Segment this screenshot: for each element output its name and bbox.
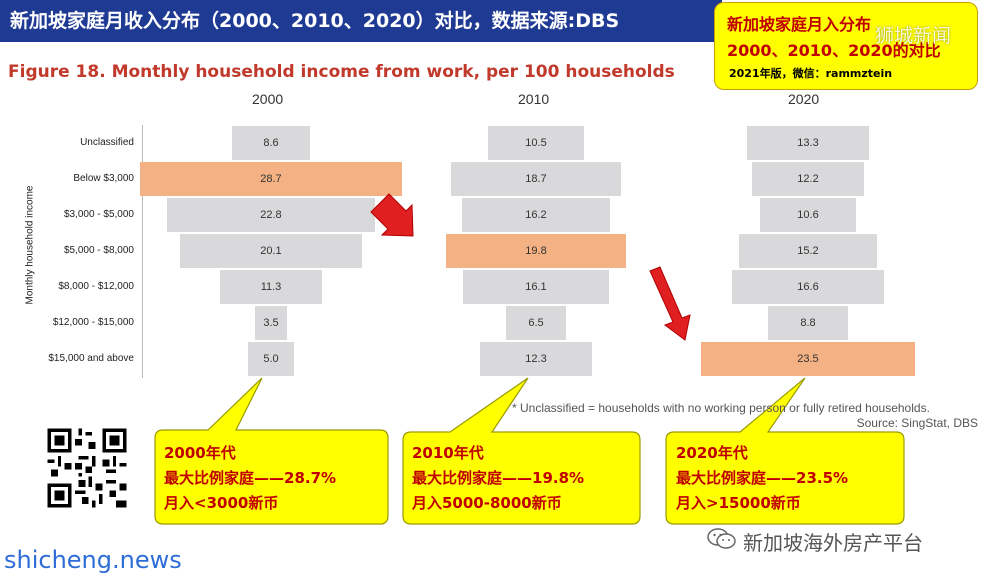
chart-title: Figure 18. Monthly household income from…	[8, 62, 675, 82]
callout-bubble-2020	[665, 377, 905, 525]
category-label: $8,000 - $12,000	[58, 281, 134, 292]
bar-value-label: 11.3	[260, 281, 282, 293]
callout-2000-line2: 最大比例家庭——28.7%	[164, 469, 337, 487]
bar-value-label: 13.3	[797, 137, 819, 149]
callout-2010-line1: 2010年代	[412, 444, 484, 462]
bar-value-label: 22.8	[260, 209, 282, 221]
bar-2010-3: 19.8	[445, 234, 627, 268]
note-line-3: 2021年版，微信：rammztein	[729, 67, 893, 80]
bar-2010-4: 16.1	[462, 270, 610, 304]
arrow-2010-to-2020	[649, 266, 691, 341]
category-label: $12,000 - $15,000	[52, 317, 134, 328]
bar-2020-5: 8.8	[767, 306, 849, 340]
bar-2020-3: 15.2	[738, 234, 878, 268]
bar-2010-0: 10.5	[488, 126, 584, 160]
bar-2010-2: 16.2	[462, 198, 610, 232]
category-label: Below $3,000	[73, 173, 134, 184]
bar-value-label: 12.2	[797, 173, 819, 185]
callout-2000-line1: 2000年代	[164, 444, 236, 462]
banner-title: 新加坡家庭月收入分布（2000、2010、2020）对比，数据来源:DBS	[0, 0, 722, 42]
category-label: $3,000 - $5,000	[63, 209, 134, 220]
year-label-2010: 2010	[518, 91, 550, 107]
bar-value-label: 20.1	[260, 245, 282, 257]
callout-2010-text: 2010年代 最大比例家庭——19.8% 月入5000-8000新币	[412, 441, 584, 516]
bar-2020-1: 12.2	[752, 162, 864, 196]
bar-value-label: 8.6	[263, 137, 279, 149]
bar-2020-6: 23.5	[701, 342, 915, 376]
bar-value-label: 16.6	[797, 281, 819, 293]
bar-2020-0: 13.3	[747, 126, 869, 160]
bar-value-label: 8.8	[800, 317, 816, 329]
callout-bubble-2000	[154, 377, 389, 525]
bar-value-label: 15.2	[797, 245, 819, 257]
bar-value-label: 10.5	[525, 137, 547, 149]
wechat-account-name: 新加坡海外房产平台	[743, 531, 923, 555]
callout-2020-text: 2020年代 最大比例家庭——23.5% 月入>15000新币	[676, 441, 848, 516]
bar-2000-4: 11.3	[219, 270, 323, 304]
category-label: Unclassified	[80, 137, 134, 148]
bar-2000-0: 8.6	[231, 126, 311, 160]
bar-value-label: 19.8	[525, 245, 547, 257]
bar-value-label: 16.2	[525, 209, 547, 221]
y-axis-line	[142, 125, 143, 378]
note-box: 新加坡家庭月入分布 2000、2010、2020的对比 2021年版，微信：ra…	[714, 2, 978, 90]
bar-2010-5: 6.5	[506, 306, 566, 340]
bar-value-label: 16.1	[525, 281, 547, 293]
chart-footnote: * Unclassified = households with no work…	[512, 401, 930, 415]
watermark-top: 狮城新闻	[875, 25, 952, 47]
bar-value-label: 28.7	[260, 173, 282, 185]
year-label-2020: 2020	[788, 91, 820, 107]
callout-2010-line3: 月入5000-8000新币	[412, 494, 562, 512]
bar-2020-2: 10.6	[759, 198, 857, 232]
bar-2020-4: 16.6	[732, 270, 884, 304]
bar-2000-1: 28.7	[140, 162, 402, 196]
bar-value-label: 18.7	[525, 173, 547, 185]
note-line-2: 2000、2010、2020的对比	[727, 41, 941, 60]
callout-2020-line3: 月入>15000新币	[676, 494, 801, 512]
callout-2020-line2: 最大比例家庭——23.5%	[676, 469, 849, 487]
bar-2010-6: 12.3	[480, 342, 592, 376]
callout-2020-line1: 2020年代	[676, 444, 748, 462]
bar-2000-3: 20.1	[179, 234, 363, 268]
bar-2010-1: 18.7	[450, 162, 622, 196]
wechat-icon	[707, 528, 736, 549]
site-watermark: shicheng.news	[4, 546, 182, 574]
bar-value-label: 12.3	[525, 353, 547, 365]
bar-2000-6: 5.0	[248, 342, 294, 376]
callout-2010-line2: 最大比例家庭——19.8%	[412, 469, 585, 487]
callout-2000-text: 2000年代 最大比例家庭——28.7% 月入<3000新币	[164, 441, 336, 516]
bar-2000-2: 22.8	[167, 198, 375, 232]
bar-2000-5: 3.5	[255, 306, 287, 340]
chart-source: Source: SingStat, DBS	[856, 416, 978, 430]
bar-value-label: 23.5	[797, 353, 819, 365]
callout-bubble-2010	[402, 377, 641, 525]
category-label: $15,000 and above	[48, 353, 134, 364]
qr-code-icon	[44, 425, 130, 511]
note-line-1: 新加坡家庭月入分布	[727, 15, 872, 34]
bar-value-label: 3.5	[263, 317, 279, 329]
year-label-2000: 2000	[252, 91, 284, 107]
bar-value-label: 6.5	[528, 317, 544, 329]
callout-2000-line3: 月入<3000新币	[164, 494, 279, 512]
bar-value-label: 5.0	[263, 353, 279, 365]
arrow-2000-to-2010	[370, 193, 414, 237]
bar-value-label: 10.6	[797, 209, 819, 221]
category-label: $5,000 - $8,000	[63, 245, 134, 256]
